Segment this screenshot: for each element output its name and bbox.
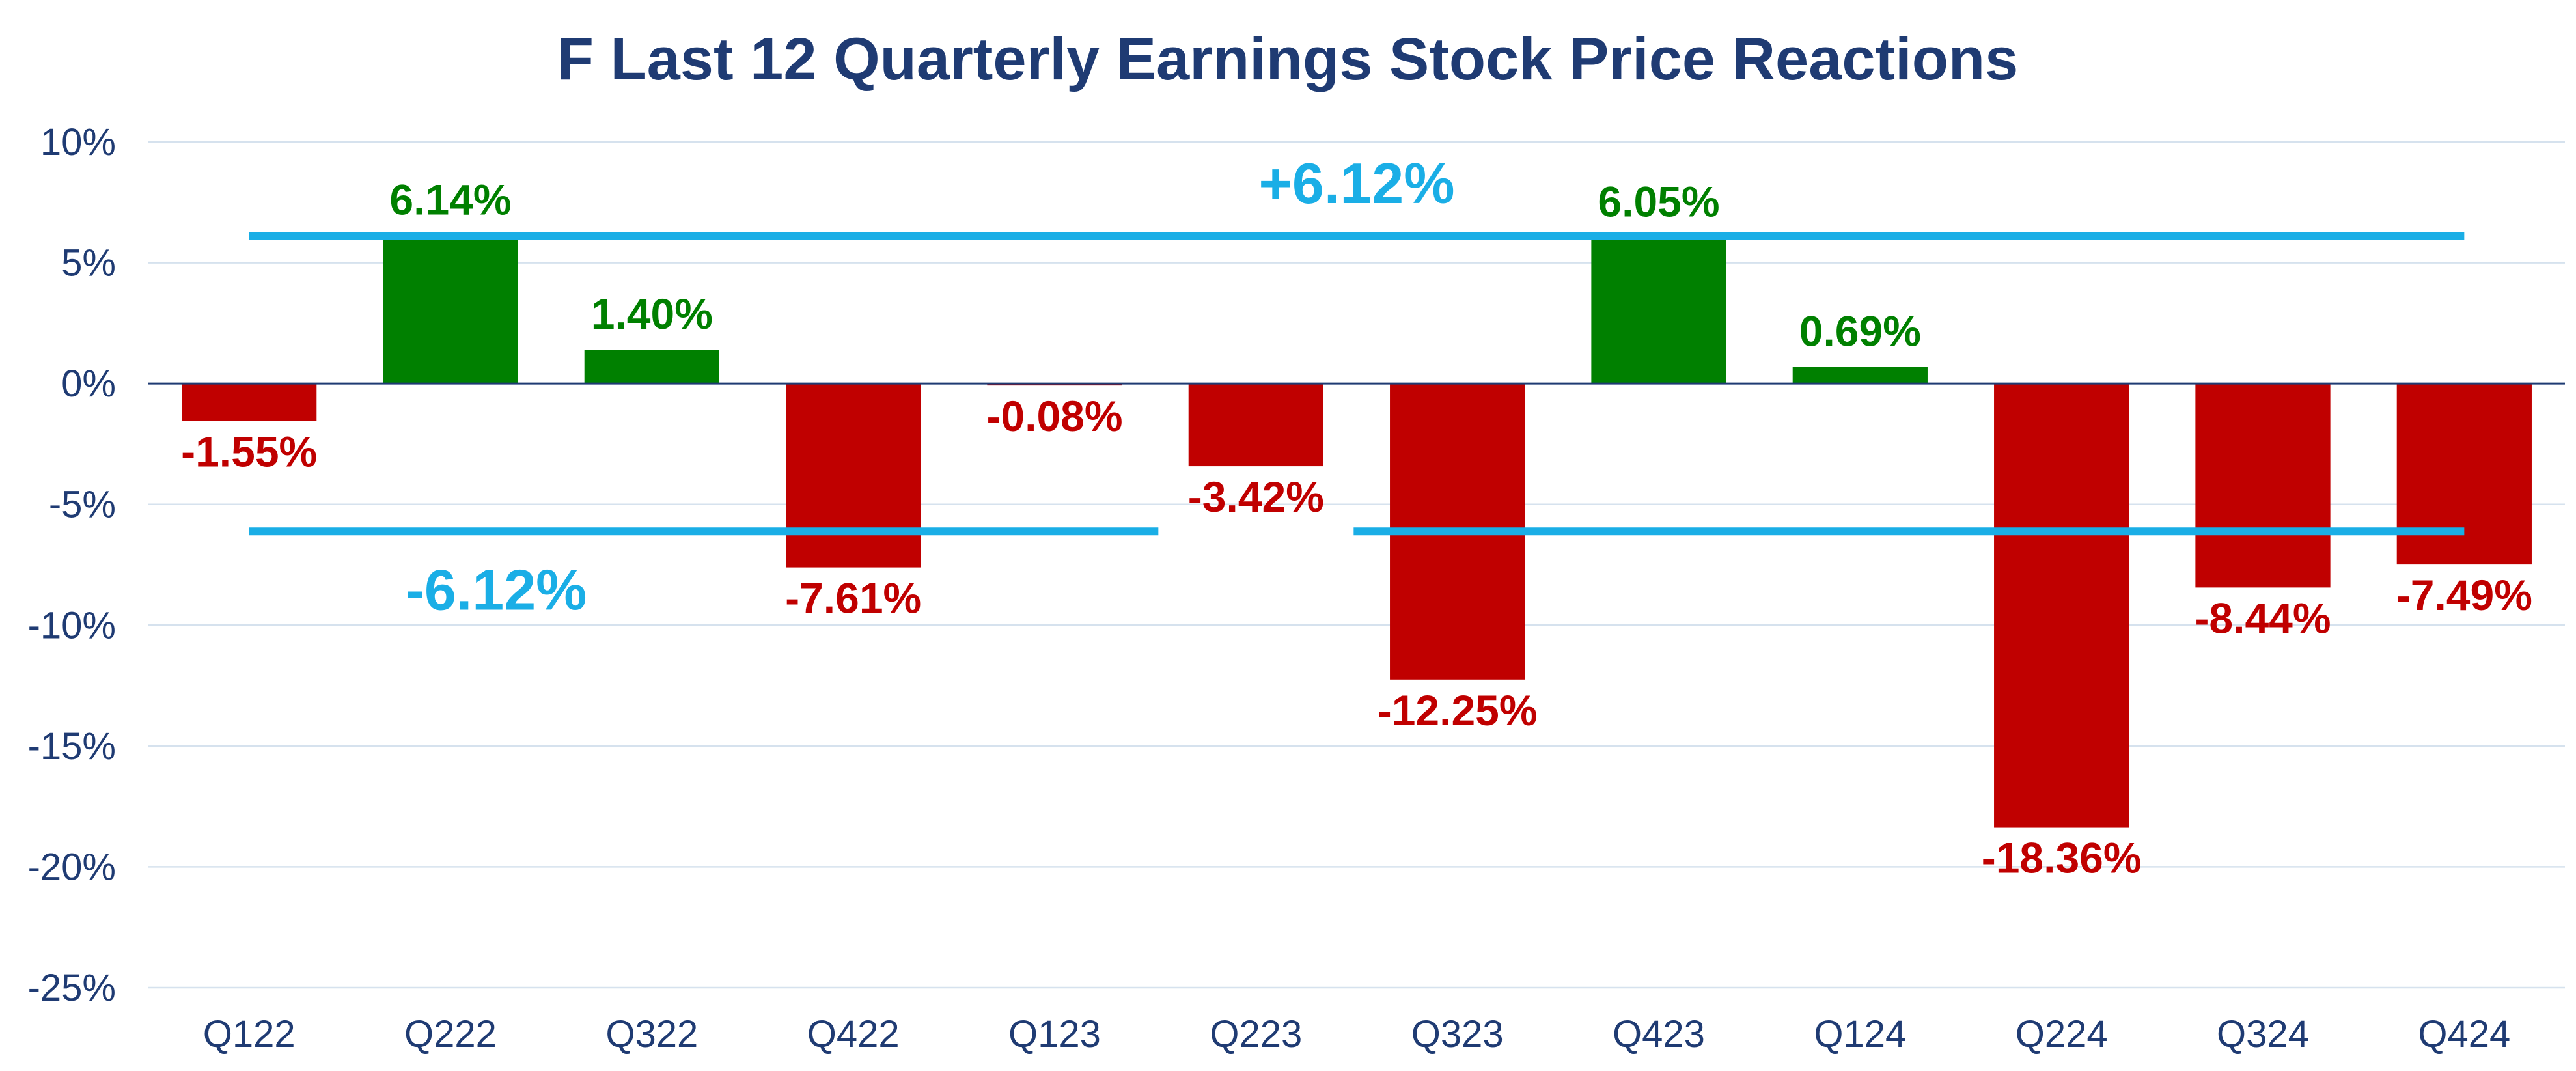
chart-title: F Last 12 Quarterly Earnings Stock Price… [557, 26, 2019, 92]
data-labels: -1.55% 6.14% 1.40% -7.61% -0.08% -3.42% -12.25… [181, 175, 2532, 882]
y-axis-ticks: 10% 5% 0% -5% -10% -15% -20% -25% [28, 121, 116, 1009]
y-tick-label: -25% [28, 967, 116, 1009]
x-tick-label: Q322 [605, 1013, 698, 1055]
bar-q224 [1994, 383, 2129, 828]
data-label-q222: 6.14% [389, 175, 511, 223]
data-label-q322: 1.40% [591, 290, 713, 338]
y-tick-label: -10% [28, 604, 116, 647]
data-label-q424: -7.49% [2396, 571, 2532, 619]
x-tick-label: Q223 [1210, 1013, 1302, 1055]
y-tick-label: -15% [28, 725, 116, 768]
x-tick-label: Q424 [2418, 1013, 2510, 1055]
x-axis-ticks: Q122 Q222 Q322 Q422 Q123 Q223 Q323 Q423 Q124 Q224… [203, 1013, 2511, 1055]
x-tick-label: Q423 [1613, 1013, 1705, 1055]
data-label-q124: 0.69% [1799, 307, 1921, 355]
data-label-q223: -3.42% [1188, 473, 1324, 521]
bar-q124 [1792, 367, 1928, 384]
bar-q324 [2195, 383, 2331, 588]
x-tick-label: Q122 [203, 1013, 296, 1055]
bar-q422 [786, 383, 921, 568]
y-tick-label: -5% [49, 484, 116, 526]
data-label-q122: -1.55% [181, 428, 317, 476]
y-tick-label: -20% [28, 846, 116, 888]
x-tick-label: Q422 [807, 1013, 900, 1055]
data-label-q323: -12.25% [1378, 686, 1538, 734]
bar-q322 [584, 350, 719, 384]
y-tick-label: 5% [61, 242, 116, 285]
y-tick-label: 0% [61, 363, 116, 405]
x-tick-label: Q222 [404, 1013, 497, 1055]
x-tick-label: Q224 [2015, 1013, 2108, 1055]
bar-q222 [383, 235, 518, 384]
bar-q122 [182, 383, 317, 421]
reference-label-negative: -6.12% [406, 557, 587, 622]
data-label-q324: -8.44% [2195, 594, 2331, 642]
bar-q424 [2396, 383, 2532, 565]
data-label-q422: -7.61% [785, 574, 921, 622]
bar-q423 [1591, 237, 1726, 384]
gridlines [148, 141, 2565, 989]
data-label-q123: -0.08% [986, 392, 1122, 440]
reference-label-positive: +6.12% [1259, 151, 1455, 216]
x-tick-label: Q124 [1814, 1013, 1906, 1055]
bar-q223 [1188, 383, 1323, 467]
data-label-q224: -18.36% [1982, 834, 2142, 882]
x-tick-label: Q323 [1411, 1013, 1504, 1055]
y-tick-label: 10% [40, 121, 116, 163]
x-tick-label: Q123 [1008, 1013, 1101, 1055]
data-label-q423: 6.05% [1598, 178, 1719, 226]
x-tick-label: Q324 [2217, 1013, 2309, 1055]
reference-lines: +6.12% -6.12% [249, 151, 2465, 622]
